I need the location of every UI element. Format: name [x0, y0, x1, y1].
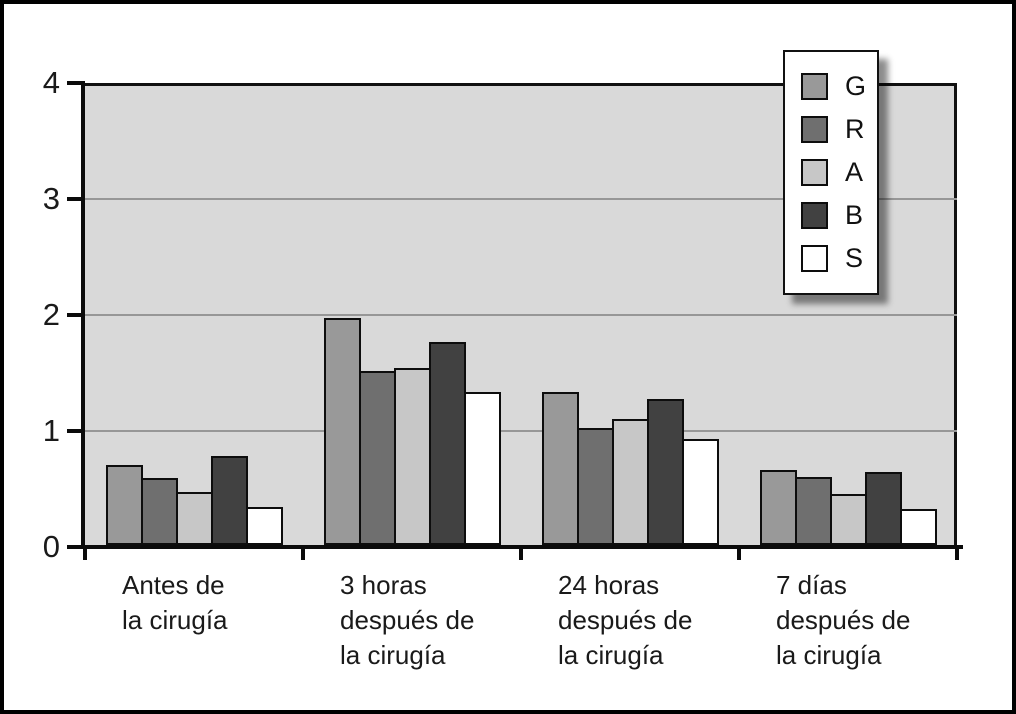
gridline-y3: [85, 198, 957, 200]
y-tick-label-2: 2: [42, 297, 60, 332]
bar-g-group3: [759, 470, 797, 545]
legend-swatch-r: [801, 115, 828, 143]
legend-label-s: S: [845, 242, 864, 273]
category-label-line: 3 horas: [340, 570, 427, 600]
category-label-line: después de: [340, 605, 475, 635]
y-tick-1: [67, 429, 82, 433]
y-tick-4: [67, 81, 82, 85]
legend-swatch-b: [801, 201, 828, 229]
x-tick-0: [83, 548, 87, 560]
legend-swatch-g: [801, 72, 828, 100]
bar-a-group0: [175, 492, 213, 545]
category-label-1: 3 horas después de la cirugía: [340, 568, 525, 673]
bar-group-1: [303, 83, 521, 545]
bar-g-group1: [323, 318, 361, 545]
bar-s-group2: [681, 439, 719, 545]
bar-b-group1: [428, 342, 466, 545]
bar-r-group0: [140, 478, 178, 545]
bar-b-group0: [210, 456, 248, 545]
legend-row-r: R: [801, 111, 877, 147]
legend-label-g: G: [845, 70, 867, 101]
category-label-line: después de: [558, 605, 693, 635]
bar-r-group2: [576, 428, 614, 545]
bar-r-group3: [794, 477, 832, 545]
legend-label-r: R: [845, 113, 865, 144]
x-tick-2: [519, 548, 523, 560]
bar-a-group3: [829, 494, 867, 545]
bar-b-group3: [864, 472, 902, 545]
x-tick-1: [301, 548, 305, 560]
legend-row-b: B: [801, 197, 877, 233]
bar-g-group2: [541, 392, 579, 545]
bar-group-2: [521, 83, 739, 545]
category-label-line: 7 días: [776, 570, 847, 600]
x-tick-3: [737, 548, 741, 560]
bar-b-group2: [646, 399, 684, 545]
category-label-line: después de: [776, 605, 911, 635]
bar-s-group3: [899, 509, 937, 545]
category-label-line: la cirugía: [776, 640, 882, 670]
x-axis-line: [70, 545, 963, 549]
legend-row-s: S: [801, 240, 877, 276]
y-tick-3: [67, 197, 82, 201]
bar-r-group1: [358, 371, 396, 545]
legend-label-a: A: [845, 156, 864, 187]
category-label-2: 24 horas después de la cirugía: [558, 568, 743, 673]
y-tick-label-0: 0: [42, 529, 60, 564]
y-tick-label-3: 3: [42, 181, 60, 216]
bar-g-group0: [105, 465, 143, 545]
x-tick-4: [955, 548, 959, 560]
gridline-y1: [85, 430, 957, 432]
category-label-line: Antes de: [122, 570, 225, 600]
y-tick-2: [67, 313, 82, 317]
y-tick-label-4: 4: [42, 65, 60, 100]
legend-swatch-s: [801, 244, 828, 272]
bar-s-group0: [245, 507, 283, 545]
legend-swatch-a: [801, 158, 828, 186]
bar-a-group2: [611, 419, 649, 545]
legend-label-b: B: [845, 199, 864, 230]
category-label-line: la cirugía: [340, 640, 446, 670]
bar-group-3: [739, 83, 957, 545]
y-tick-label-1: 1: [42, 413, 60, 448]
legend-row-a: A: [801, 154, 877, 190]
category-label-0: Antes de la cirugía: [122, 568, 307, 638]
category-label-3: 7 días después de la cirugía: [776, 568, 961, 673]
category-label-line: la cirugía: [558, 640, 664, 670]
y-axis-line: [81, 81, 85, 547]
bar-group-0: [85, 83, 303, 545]
bar-s-group1: [463, 392, 501, 545]
gridline-y2: [85, 314, 957, 316]
category-label-line: la cirugía: [122, 605, 228, 635]
bar-a-group1: [393, 368, 431, 545]
legend-row-g: G: [801, 68, 877, 104]
category-label-line: 24 horas: [558, 570, 660, 600]
